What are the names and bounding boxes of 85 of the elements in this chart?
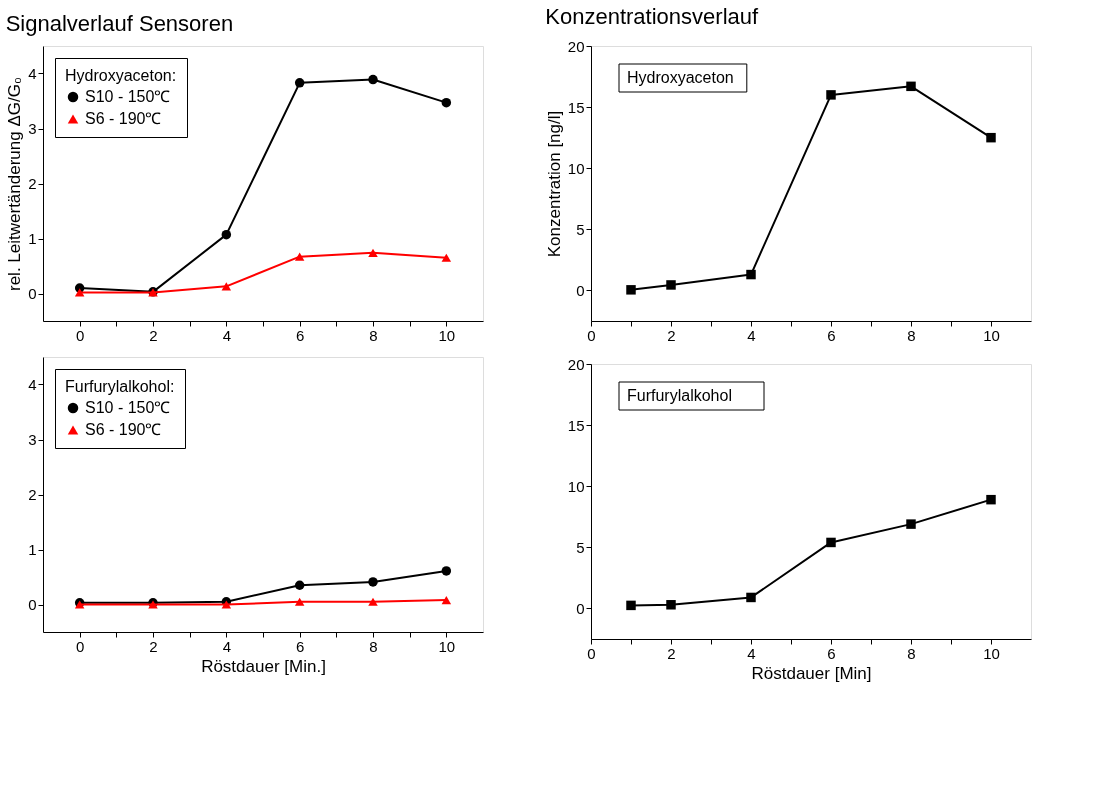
y-axis-title: Konzentration [ng/l] [544,110,564,258]
y-tick-label: 5 [576,220,585,238]
y-tick-label: 0 [28,596,37,613]
y-tick-label: 10 [567,159,585,177]
y-tick-label: 4 [28,65,37,82]
x-tick-label: 6 [827,644,836,662]
x-tick-label: 6 [295,326,305,344]
point [666,280,676,290]
legend-label: S6 - 190℃ [85,110,162,127]
legend-label: S10 - 150℃ [85,88,171,105]
x-tick-label: 10 [438,326,456,344]
point [906,81,916,92]
x-tick-label: 2 [667,644,676,662]
point [294,252,305,261]
x-tick-label: 8 [369,326,378,344]
y-tick-label: 3 [28,120,37,137]
point [441,595,452,605]
x-axis-title: Röstdauer [Min.] [201,656,326,676]
x-tick-label: 6 [827,326,836,344]
point [626,285,636,295]
x-tick-label: 8 [907,326,916,344]
point [368,597,378,606]
y-axis-title: rel. Leitwertänderung ΔG/G₀ [5,76,25,292]
point [441,253,452,262]
x-tick-label: 10 [983,644,1000,662]
x-tick-label: 4 [747,644,756,662]
x-tick-label: 4 [222,326,232,344]
y-tick-label: 5 [576,538,585,556]
x-tick-label: 4 [222,637,232,655]
y-tick-label: 2 [28,486,37,503]
y-tick-label: 20 [567,37,585,55]
point [368,74,378,85]
x-tick-label: 0 [587,326,596,344]
point [221,229,232,240]
y-tick-label: 20 [567,355,585,373]
point [986,132,996,143]
x-tick-label: 2 [667,326,676,344]
point [826,537,836,548]
x-axis-title: Röstdauer [Min] [751,663,872,683]
y-tick-label: 15 [567,416,585,434]
point [986,494,996,505]
legend-label: S6 - 190℃ [85,421,162,438]
x-tick-label: 10 [983,326,1000,344]
chart-title: Signalverlauf Sensoren [5,11,234,36]
y-tick-label: 1 [28,541,37,558]
point [368,577,378,587]
point [294,597,305,606]
point [441,566,452,576]
legend-label: S10 - 150℃ [85,399,171,416]
point [441,97,452,108]
y-tick-label: 0 [576,599,585,617]
annotation: Hydroxyaceton [627,69,734,86]
x-tick-label: 6 [295,637,305,655]
x-tick-label: 8 [907,644,916,662]
point [746,592,756,603]
point [826,90,836,100]
y-tick-label: 2 [28,175,37,192]
y-tick-label: 1 [28,230,37,247]
point [221,282,232,291]
point [294,580,305,590]
point [368,248,378,257]
y-tick-label: 10 [567,477,585,495]
chart-title: Konzentrationsverlauf [545,4,759,29]
point [906,519,916,529]
point [746,269,756,280]
x-tick-label: 4 [747,326,756,344]
legend-title: Hydroxyaceton: [65,67,177,84]
y-tick-label: 3 [28,431,37,448]
x-tick-label: 8 [369,637,378,655]
point [666,600,676,610]
x-tick-label: 2 [149,637,158,655]
annotation: Furfurylalkohol [627,387,732,404]
x-tick-label: 0 [587,644,596,662]
point [294,78,305,88]
point [626,600,636,611]
legend-title: Furfurylalkohol: [65,378,175,395]
x-tick-label: 0 [75,326,85,344]
y-tick-label: 0 [576,281,585,299]
x-tick-label: 2 [149,326,158,344]
y-tick-label: 4 [28,376,37,393]
x-tick-label: 10 [438,637,456,655]
x-tick-label: 0 [75,637,85,655]
y-tick-label: 15 [567,98,585,116]
point [74,288,85,297]
y-tick-label: 0 [28,285,37,302]
